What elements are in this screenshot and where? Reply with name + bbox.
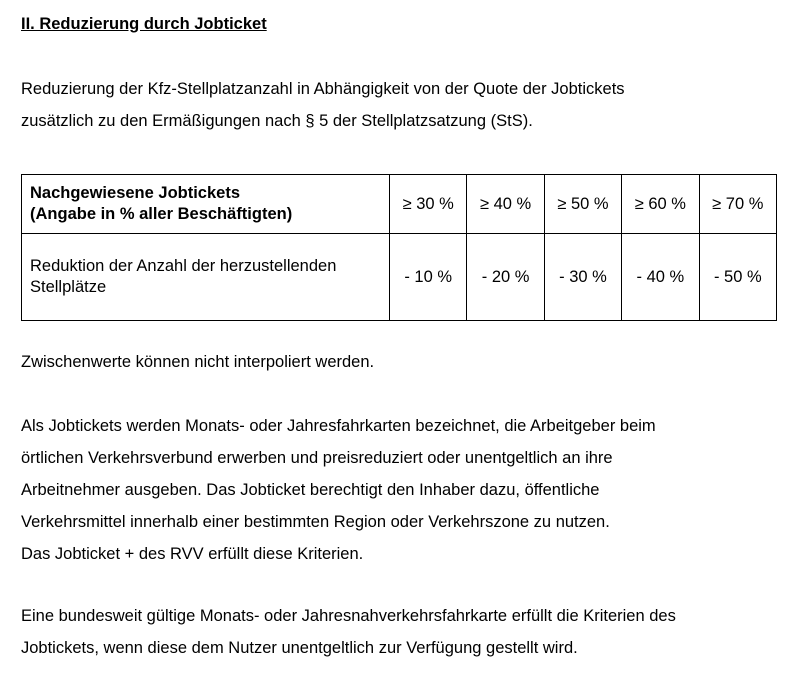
threshold-cell: ≥ 30 % [388,174,468,234]
note-line: Zwischenwerte können nicht interpoliert … [21,353,375,371]
threshold-cell: ≥ 60 % [621,174,700,234]
final-line: Jobtickets, wenn diese dem Nutzer unentg… [21,639,578,657]
row-label-cell: Reduktion der Anzahl der herzustellenden… [21,233,390,321]
intro-line: zusätzlich zu den Ermäßigungen nach § 5 … [21,112,533,130]
final-line: Eine bundesweit gültige Monats- oder Jah… [21,607,676,625]
row-label-line: Stellplätze [30,278,107,296]
reduction-cell: - 40 % [621,233,700,321]
header-label-line: (Angabe in % aller Beschäftigten) [30,205,293,223]
table-header-row: Nachgewiesene Jobtickets (Angabe in % al… [21,174,778,234]
threshold-cell: ≥ 40 % [466,174,545,234]
final-paragraph: Eine bundesweit gültige Monats- oder Jah… [21,600,676,664]
definition-line: Arbeitnehmer ausgeben. Das Jobticket ber… [21,481,600,499]
definition-line: Verkehrsmittel innerhalb einer bestimmte… [21,513,610,531]
intro-line: Reduzierung der Kfz-Stellplatzanzahl in … [21,80,625,98]
reduction-cell: - 50 % [698,233,778,321]
definition-paragraph: Als Jobtickets werden Monats- oder Jahre… [21,410,656,570]
reduction-cell: - 30 % [543,233,623,321]
definition-line: Das Jobticket + des RVV erfüllt diese Kr… [21,545,364,563]
row-label-line: Reduktion der Anzahl der herzustellenden [30,257,337,275]
threshold-cell: ≥ 50 % [543,174,623,234]
header-label-cell: Nachgewiesene Jobtickets (Angabe in % al… [21,174,390,234]
table-row: Reduktion der Anzahl der herzustellenden… [21,233,778,321]
reduction-cell: - 10 % [388,233,468,321]
definition-line: örtlichen Verkehrsverbund erwerben und p… [21,449,613,467]
section-heading: II. Reduzierung durch Jobticket [21,15,267,33]
threshold-cell: ≥ 70 % [698,174,778,234]
reduction-cell: - 20 % [466,233,545,321]
header-label-line: Nachgewiesene Jobtickets [30,184,241,202]
intro-paragraph: Reduzierung der Kfz-Stellplatzanzahl in … [21,73,625,137]
definition-line: Als Jobtickets werden Monats- oder Jahre… [21,417,656,435]
note-paragraph: Zwischenwerte können nicht interpoliert … [21,346,374,378]
jobticket-table: Nachgewiesene Jobtickets (Angabe in % al… [21,174,778,321]
